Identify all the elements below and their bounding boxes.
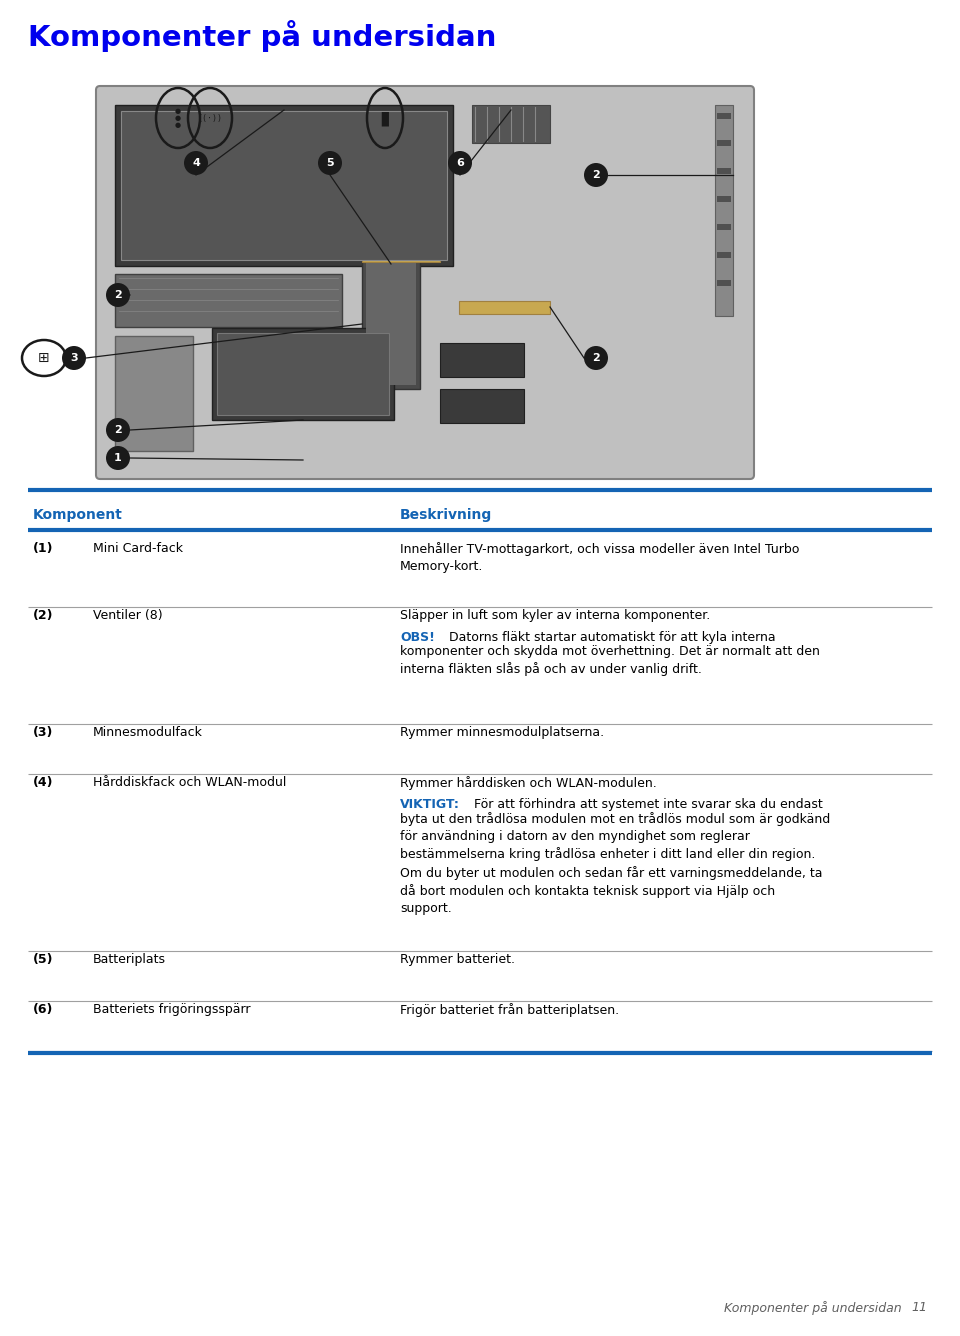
Text: Rymmer hårddisken och WLAN-modulen.: Rymmer hårddisken och WLAN-modulen. bbox=[400, 776, 657, 790]
Text: 2: 2 bbox=[592, 353, 600, 363]
Bar bbox=[440, 389, 524, 424]
Text: Släpper in luft som kyler av interna komponenter.: Släpper in luft som kyler av interna kom… bbox=[400, 609, 710, 623]
Text: 2: 2 bbox=[114, 290, 122, 301]
Text: Ventiler (8): Ventiler (8) bbox=[93, 609, 162, 623]
Circle shape bbox=[184, 151, 208, 175]
Bar bbox=[115, 106, 453, 266]
Text: (2): (2) bbox=[33, 609, 54, 623]
Bar bbox=[362, 259, 420, 389]
Text: Mini Card-fack: Mini Card-fack bbox=[93, 542, 183, 554]
Circle shape bbox=[318, 151, 342, 175]
Text: Komponent: Komponent bbox=[33, 508, 123, 522]
Bar bbox=[717, 253, 731, 258]
Text: 2: 2 bbox=[114, 425, 122, 436]
Text: Frigör batteriet från batteriplatsen.: Frigör batteriet från batteriplatsen. bbox=[400, 1003, 619, 1017]
Circle shape bbox=[106, 283, 130, 307]
Bar bbox=[362, 247, 440, 262]
Text: Innehåller TV-mottagarkort, och vissa modeller även Intel Turbo
Memory-kort.: Innehåller TV-mottagarkort, och vissa mo… bbox=[400, 542, 800, 573]
Text: ▮: ▮ bbox=[379, 108, 391, 127]
Text: Batteriets frigöringsspärr: Batteriets frigöringsspärr bbox=[93, 1003, 251, 1015]
Bar bbox=[717, 224, 731, 230]
Text: Minnesmodulfack: Minnesmodulfack bbox=[93, 725, 203, 739]
Text: Rymmer batteriet.: Rymmer batteriet. bbox=[400, 953, 515, 966]
Text: OBS!: OBS! bbox=[400, 631, 435, 644]
Text: Datorns fläkt startar automatiskt för att kyla interna: Datorns fläkt startar automatiskt för at… bbox=[437, 631, 776, 644]
Bar bbox=[115, 274, 342, 327]
Text: Komponenter på undersidan: Komponenter på undersidan bbox=[725, 1301, 902, 1315]
Circle shape bbox=[584, 346, 608, 370]
Text: Batteriplats: Batteriplats bbox=[93, 953, 166, 966]
Bar bbox=[459, 301, 550, 314]
Bar bbox=[472, 106, 550, 143]
Bar bbox=[717, 281, 731, 286]
Text: byta ut den trådlösa modulen mot en trådlös modul som är godkänd
för användning : byta ut den trådlösa modulen mot en tråd… bbox=[400, 812, 830, 915]
Text: Beskrivning: Beskrivning bbox=[400, 508, 492, 522]
Circle shape bbox=[62, 346, 86, 370]
Text: Rymmer minnesmodulplatserna.: Rymmer minnesmodulplatserna. bbox=[400, 725, 604, 739]
Text: Komponenter på undersidan: Komponenter på undersidan bbox=[28, 20, 496, 52]
Text: komponenter och skydda mot överhettning. Det är normalt att den
interna fläkten : komponenter och skydda mot överhettning.… bbox=[400, 645, 820, 676]
Text: 6: 6 bbox=[456, 158, 464, 168]
Text: ●
●
●: ● ● ● bbox=[175, 108, 181, 128]
Bar bbox=[717, 140, 731, 146]
Bar bbox=[366, 263, 416, 385]
Circle shape bbox=[106, 446, 130, 470]
Text: (5): (5) bbox=[33, 953, 54, 966]
Text: (3): (3) bbox=[33, 725, 54, 739]
Text: VIKTIGT:: VIKTIGT: bbox=[400, 798, 460, 811]
Bar bbox=[121, 111, 447, 261]
Bar bbox=[717, 168, 731, 174]
Text: 3: 3 bbox=[70, 353, 78, 363]
Text: 11: 11 bbox=[911, 1301, 927, 1315]
Text: 5: 5 bbox=[326, 158, 334, 168]
Text: Hårddiskfack och WLAN-modul: Hårddiskfack och WLAN-modul bbox=[93, 776, 286, 790]
Bar bbox=[717, 114, 731, 119]
Text: ((·)): ((·)) bbox=[198, 114, 223, 123]
Text: (4): (4) bbox=[33, 776, 54, 790]
Text: (6): (6) bbox=[33, 1003, 54, 1015]
Bar bbox=[115, 335, 193, 452]
Text: För att förhindra att systemet inte svarar ska du endast: För att förhindra att systemet inte svar… bbox=[462, 798, 823, 811]
Bar bbox=[212, 329, 394, 420]
Bar bbox=[440, 343, 524, 377]
Bar bbox=[217, 333, 389, 415]
Circle shape bbox=[448, 151, 472, 175]
Circle shape bbox=[584, 163, 608, 187]
Text: (1): (1) bbox=[33, 542, 54, 554]
Text: 4: 4 bbox=[192, 158, 200, 168]
Text: 2: 2 bbox=[592, 170, 600, 180]
Bar bbox=[715, 106, 733, 317]
FancyBboxPatch shape bbox=[96, 86, 754, 480]
Bar bbox=[717, 196, 731, 202]
Text: 1: 1 bbox=[114, 453, 122, 464]
Circle shape bbox=[106, 418, 130, 442]
Text: ⊞: ⊞ bbox=[38, 351, 50, 365]
